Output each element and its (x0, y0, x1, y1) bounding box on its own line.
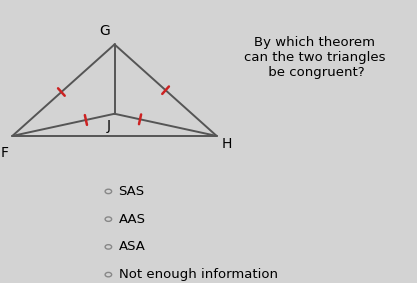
Text: G: G (99, 23, 110, 38)
Text: H: H (222, 137, 232, 151)
Text: AAS: AAS (118, 213, 146, 226)
Text: F: F (0, 145, 8, 160)
Text: ASA: ASA (118, 240, 146, 253)
Text: SAS: SAS (118, 185, 145, 198)
Text: By which theorem
can the two triangles
 be congruent?: By which theorem can the two triangles b… (244, 36, 385, 79)
Text: J: J (106, 119, 111, 133)
Text: Not enough information: Not enough information (118, 268, 278, 281)
